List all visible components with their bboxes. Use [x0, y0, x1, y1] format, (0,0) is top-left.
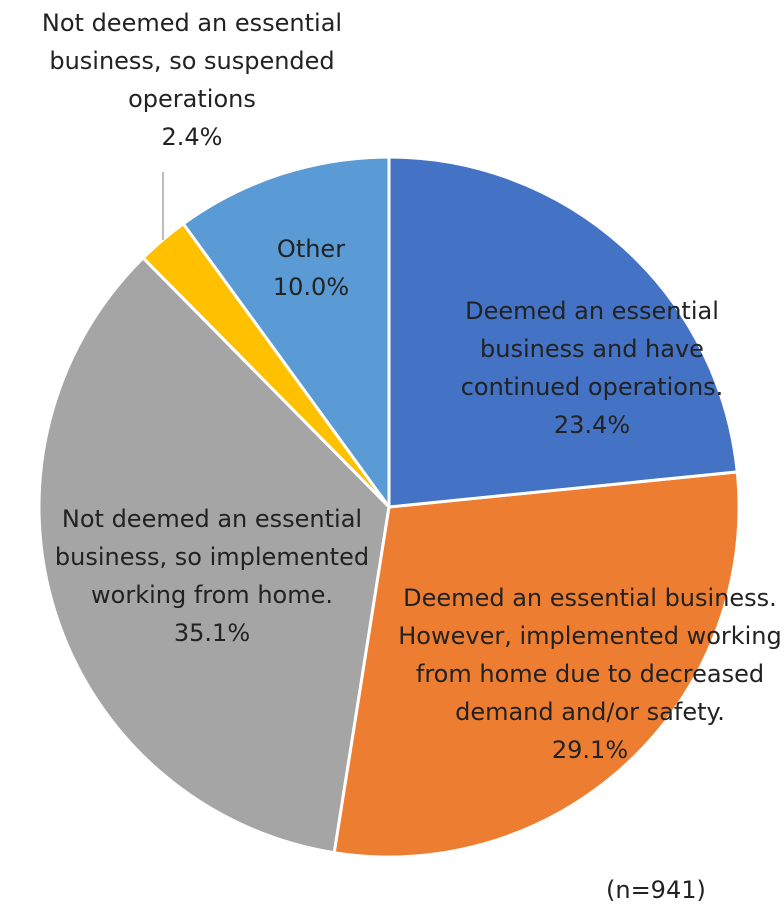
- slice-label: Deemed an essential business. However, i…: [395, 579, 784, 769]
- slice-label: Not deemed an essential business, so sus…: [2, 4, 382, 156]
- pie-slice: [37, 255, 391, 855]
- category-label: Not deemed an essential business, so sus…: [41, 9, 343, 113]
- value-label: 35.1%: [173, 619, 251, 647]
- slice-label: Not deemed an essential business, so imp…: [42, 500, 382, 652]
- pie-slice: [181, 155, 391, 512]
- category-label: Deemed an essential business and have co…: [460, 297, 724, 401]
- sample-note: (n=941): [606, 876, 706, 904]
- value-label: 10.0%: [272, 273, 350, 301]
- pie-slice: [387, 155, 739, 509]
- value-label: 29.1%: [551, 736, 629, 764]
- slice-label: Deemed an essential business and have co…: [427, 292, 757, 444]
- category-label: Deemed an essential business. However, i…: [398, 584, 782, 726]
- pie-slice: [332, 470, 741, 859]
- value-label: 2.4%: [161, 123, 223, 151]
- category-label: Other: [276, 235, 346, 263]
- slice-label: Other 10.0%: [246, 230, 376, 306]
- category-label: Not deemed an essential business, so imp…: [54, 505, 370, 609]
- value-label: 23.4%: [553, 411, 631, 439]
